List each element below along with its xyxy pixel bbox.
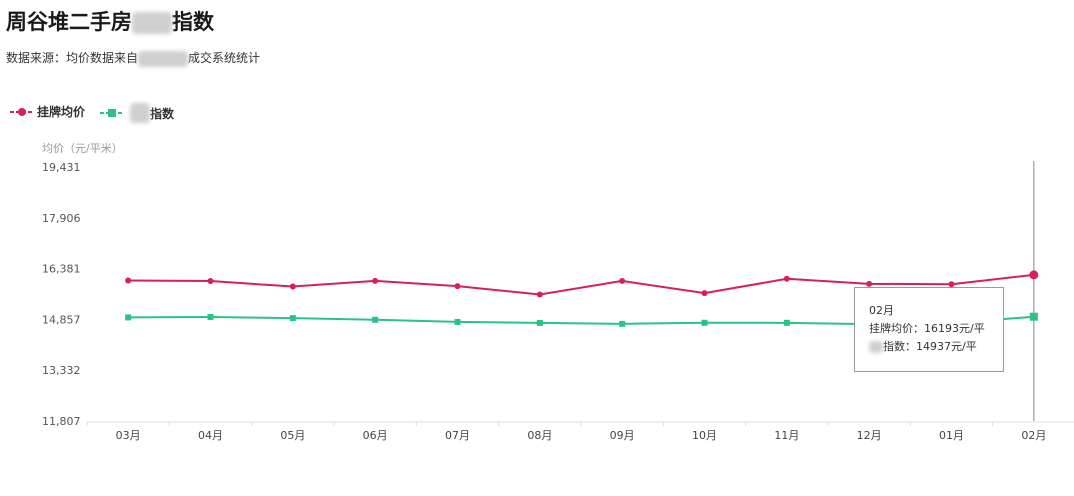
- y-tick-label: 14,857: [42, 313, 81, 326]
- y-tick-label: 16,381: [42, 263, 81, 276]
- square-marker-icon: [100, 109, 124, 117]
- x-tick-label: 02月: [1021, 429, 1046, 442]
- tooltip-line-index: 指数：14937元/平: [869, 338, 1003, 356]
- series-1-point: [948, 281, 955, 288]
- y-tick-label: 13,332: [42, 364, 81, 377]
- x-tick-label: 01月: [939, 429, 964, 442]
- series-1-point: [536, 291, 543, 298]
- x-tick-label: 11月: [774, 429, 799, 442]
- series-2-point: [619, 320, 626, 327]
- y-tick-label: 19,431: [42, 161, 81, 174]
- page-title: 周谷堆二手房 指数: [6, 10, 214, 34]
- tooltip-month: 02月: [869, 304, 894, 317]
- x-tick-label: 09月: [610, 429, 635, 442]
- series-1-point: [207, 278, 214, 285]
- series-line-1: [128, 273, 1034, 296]
- legend-item-listing-price[interactable]: 挂牌均价: [10, 103, 85, 120]
- circle-marker-icon: [10, 107, 34, 116]
- series-2-point: [783, 319, 790, 326]
- legend-item-index[interactable]: 指数: [100, 103, 174, 123]
- series-1-point: [619, 277, 626, 284]
- x-tick-label: 10月: [692, 429, 717, 442]
- legend-label: 挂牌均价: [37, 105, 86, 119]
- series-1-point: [866, 280, 873, 287]
- series-1-point: [289, 283, 296, 290]
- series-1-point: [372, 277, 379, 284]
- redacted-text: [130, 103, 150, 123]
- redacted-text: [138, 50, 189, 67]
- tooltip-line-listing-price: 挂牌均价：16193元/平: [869, 322, 985, 335]
- series-2-point: [125, 314, 132, 321]
- series-2-point: [207, 313, 214, 320]
- x-tick-label: 08月: [527, 429, 552, 442]
- x-tick-label: 03月: [116, 429, 141, 442]
- series-1-point: [783, 275, 790, 282]
- series-1-point: [701, 290, 708, 297]
- y-tick-label: 17,906: [42, 212, 81, 225]
- series-2-point: [701, 319, 708, 326]
- redacted-text: [869, 341, 883, 353]
- x-tick-label: 04月: [198, 429, 223, 442]
- series-2-point: [536, 319, 543, 326]
- y-axis-title: 均价（元/平米）: [42, 142, 123, 155]
- redacted-text: [132, 12, 172, 34]
- chart-tooltip: 02月 挂牌均价：16193元/平 指数：14937元/平: [854, 287, 1004, 372]
- series-2-point: [289, 315, 296, 322]
- series-1-point: [125, 277, 132, 284]
- series-1-point: [1029, 270, 1039, 280]
- y-tick-label: 11,807: [42, 415, 81, 428]
- legend-label: 指数: [150, 106, 175, 121]
- x-tick-label: 06月: [363, 429, 388, 442]
- series-2-point: [454, 318, 461, 325]
- series-2-point: [1029, 312, 1038, 321]
- x-tick-label: 12月: [857, 429, 882, 442]
- series-1-point: [454, 283, 461, 290]
- x-tick-label: 07月: [445, 429, 470, 442]
- x-tick-label: 05月: [280, 429, 305, 442]
- data-source-note: 数据来源：均价数据来自 成交系统统计: [6, 50, 261, 67]
- series-2-point: [372, 316, 379, 323]
